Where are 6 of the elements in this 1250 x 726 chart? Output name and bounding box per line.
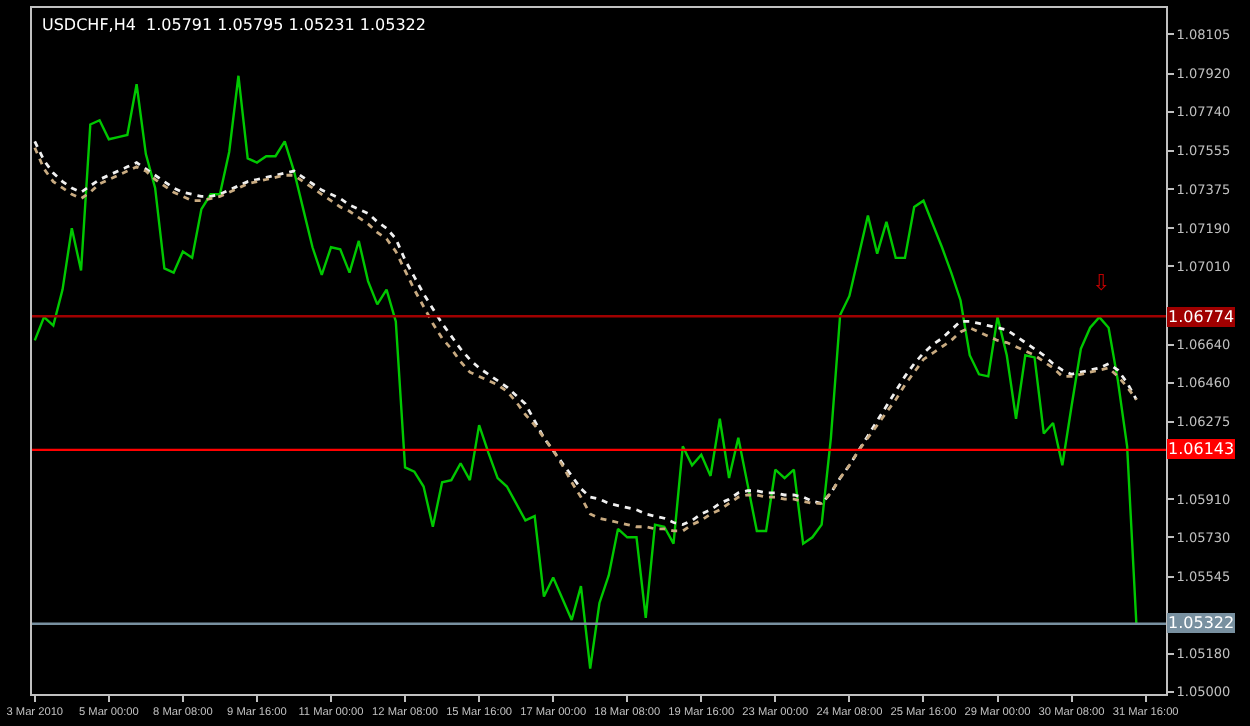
annotation: ⇩ (1092, 270, 1111, 296)
ref-line-label: 1.06774 (1168, 308, 1235, 326)
text: USDCHF,H4 1.05791 1.05795 1.05231 1.05322 (42, 16, 426, 34)
ref-line-label: 1.05322 (1168, 614, 1235, 632)
ref-line-label: 1.06143 (1168, 440, 1235, 458)
line-series (33, 74, 1138, 670)
